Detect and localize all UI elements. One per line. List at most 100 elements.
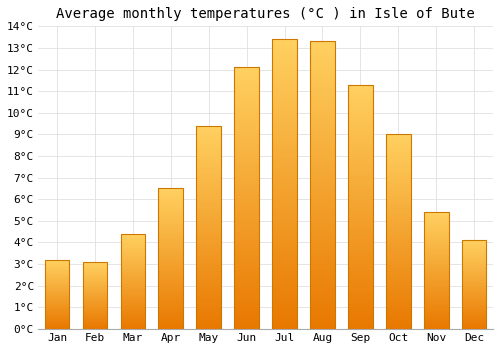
Bar [272, 319, 297, 320]
Bar [234, 96, 259, 97]
Bar [348, 142, 372, 143]
Bar [234, 253, 259, 254]
Bar [234, 93, 259, 95]
Bar [120, 245, 145, 246]
Bar [348, 201, 372, 202]
Bar [272, 293, 297, 294]
Bar [272, 191, 297, 193]
Bar [272, 262, 297, 264]
Bar [310, 72, 335, 73]
Bar [462, 275, 486, 276]
Bar [234, 236, 259, 237]
Bar [234, 189, 259, 190]
Bar [196, 241, 221, 243]
Bar [234, 205, 259, 206]
Bar [310, 243, 335, 244]
Bar [272, 209, 297, 210]
Bar [310, 53, 335, 54]
Bar [196, 172, 221, 173]
Bar [272, 77, 297, 78]
Bar [196, 266, 221, 267]
Bar [424, 289, 448, 290]
Bar [424, 260, 448, 261]
Bar [462, 290, 486, 291]
Bar [348, 115, 372, 117]
Bar [348, 298, 372, 300]
Bar [386, 237, 410, 238]
Bar [158, 188, 183, 189]
Bar [310, 176, 335, 178]
Bar [424, 235, 448, 236]
Bar [386, 230, 410, 231]
Bar [234, 133, 259, 134]
Bar [348, 197, 372, 198]
Bar [424, 283, 448, 284]
Bar [234, 240, 259, 241]
Bar [348, 272, 372, 273]
Bar [424, 294, 448, 295]
Bar [272, 232, 297, 233]
Bar [424, 256, 448, 257]
Bar [234, 219, 259, 220]
Bar [462, 300, 486, 301]
Bar [272, 151, 297, 152]
Bar [386, 134, 410, 135]
Bar [424, 325, 448, 326]
Bar [120, 311, 145, 312]
Bar [462, 256, 486, 257]
Bar [272, 284, 297, 286]
Bar [348, 100, 372, 102]
Bar [348, 114, 372, 115]
Bar [272, 55, 297, 57]
Bar [272, 196, 297, 197]
Bar [196, 135, 221, 136]
Bar [234, 270, 259, 271]
Bar [158, 194, 183, 195]
Bar [234, 199, 259, 201]
Bar [386, 156, 410, 157]
Bar [348, 85, 372, 86]
Bar [272, 217, 297, 219]
Bar [348, 247, 372, 248]
Bar [348, 323, 372, 324]
Bar [310, 49, 335, 50]
Bar [386, 197, 410, 198]
Bar [158, 295, 183, 296]
Bar [234, 160, 259, 161]
Bar [386, 212, 410, 213]
Bar [462, 316, 486, 317]
Bar [272, 57, 297, 58]
Bar [196, 219, 221, 220]
Bar [120, 274, 145, 275]
Bar [310, 169, 335, 171]
Bar [348, 136, 372, 137]
Bar [348, 217, 372, 218]
Bar [386, 290, 410, 291]
Bar [348, 196, 372, 197]
Bar [120, 316, 145, 317]
Bar [272, 168, 297, 170]
Bar [348, 262, 372, 263]
Bar [386, 239, 410, 240]
Bar [386, 287, 410, 288]
Bar [272, 68, 297, 70]
Bar [348, 147, 372, 148]
Bar [272, 203, 297, 204]
Bar [196, 303, 221, 304]
Bar [234, 298, 259, 299]
Bar [234, 237, 259, 239]
Bar [310, 129, 335, 131]
Bar [310, 215, 335, 217]
Bar [310, 198, 335, 200]
Bar [158, 213, 183, 214]
Bar [310, 144, 335, 145]
Bar [386, 315, 410, 316]
Bar [386, 168, 410, 169]
Bar [272, 290, 297, 291]
Bar [348, 213, 372, 214]
Bar [120, 285, 145, 286]
Bar [196, 326, 221, 327]
Bar [196, 325, 221, 326]
Bar [386, 242, 410, 243]
Bar [462, 273, 486, 274]
